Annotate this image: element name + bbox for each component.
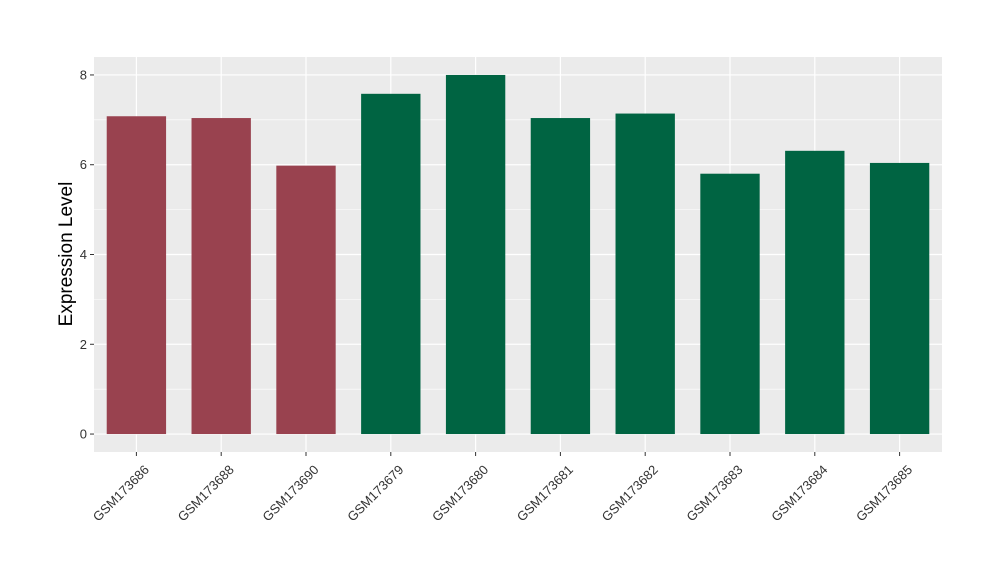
- x-tick-label: GSM173680: [429, 462, 491, 524]
- bars: [106, 74, 930, 435]
- x-tick-label: GSM173688: [175, 462, 237, 524]
- x-tick-label: GSM173682: [599, 462, 661, 524]
- y-tick-label: 8: [80, 67, 87, 82]
- bar: [106, 116, 167, 435]
- bar: [361, 93, 421, 435]
- y-tick-label: 4: [80, 247, 87, 262]
- y-tick-label: 6: [80, 157, 87, 172]
- bar: [276, 165, 336, 435]
- x-tick-label: GSM173690: [259, 462, 321, 524]
- bar: [869, 162, 930, 435]
- y-axis: 0 2 4 6 8: [80, 67, 94, 442]
- x-axis: GSM173686 GSM173688 GSM173690 GSM173679 GSM1…: [90, 452, 915, 524]
- bar: [785, 150, 845, 435]
- x-tick-label: GSM173686: [90, 462, 152, 524]
- x-tick-label: GSM173685: [853, 462, 915, 524]
- y-axis-title: Expression Level: [56, 182, 77, 327]
- x-tick-label: GSM173679: [344, 462, 406, 524]
- y-tick-label: 2: [80, 337, 87, 352]
- bar: [530, 118, 591, 435]
- bar: [615, 113, 675, 435]
- bar: [700, 173, 760, 435]
- x-tick-label: GSM173683: [683, 462, 745, 524]
- x-tick-label: GSM173684: [768, 462, 830, 524]
- y-tick-label: 0: [80, 427, 87, 442]
- bar: [191, 118, 251, 435]
- x-tick-label: GSM173681: [514, 462, 576, 524]
- bar: [445, 74, 506, 435]
